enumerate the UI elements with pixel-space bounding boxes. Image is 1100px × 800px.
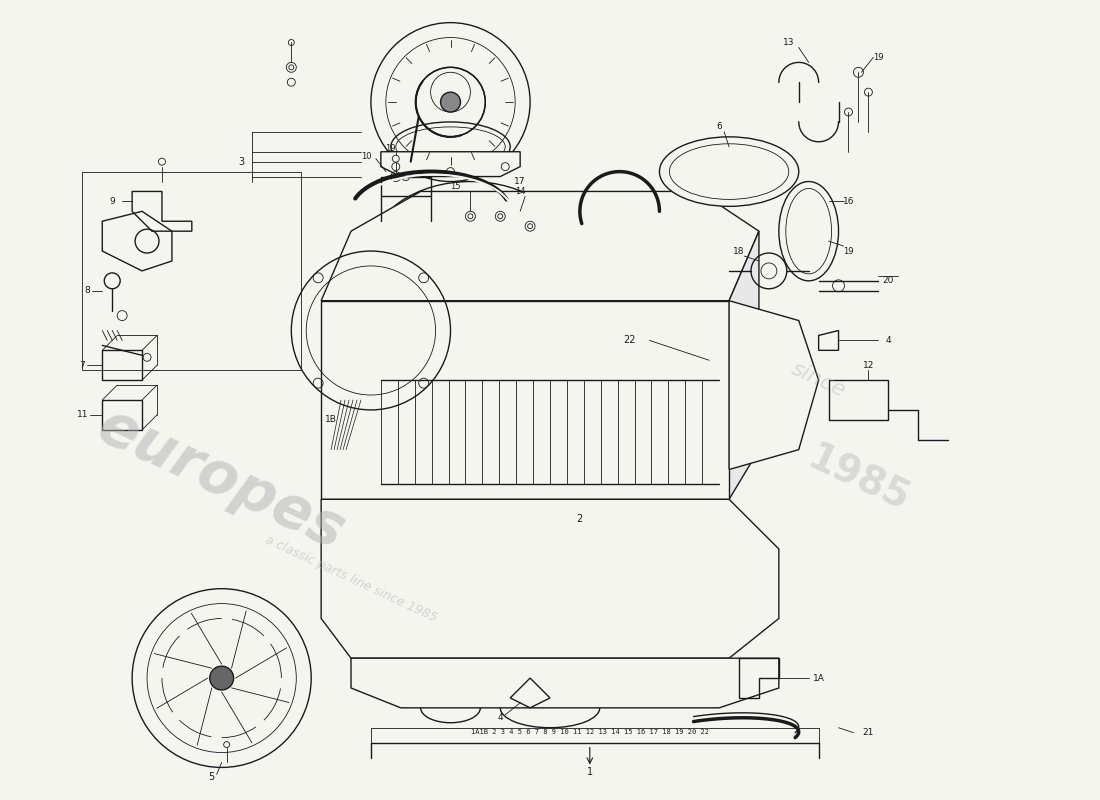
Text: 8: 8: [85, 286, 90, 295]
Polygon shape: [381, 152, 520, 177]
Text: 2: 2: [576, 514, 583, 524]
Text: 5: 5: [209, 772, 214, 782]
Polygon shape: [321, 191, 759, 301]
Text: a classic parts line since 1985: a classic parts line since 1985: [263, 533, 439, 624]
Circle shape: [441, 92, 461, 112]
Text: 15: 15: [450, 182, 461, 191]
Ellipse shape: [779, 182, 838, 281]
Text: 18: 18: [734, 246, 745, 255]
Text: 1: 1: [586, 767, 593, 778]
Circle shape: [416, 67, 485, 137]
Text: 11: 11: [77, 410, 88, 419]
Text: 1A1B 2 3 4 5 6 7 8 9 10 11 12 13 14 15 16 17 18 19 20 22: 1A1B 2 3 4 5 6 7 8 9 10 11 12 13 14 15 1…: [471, 729, 708, 734]
Text: 10: 10: [361, 152, 371, 162]
Circle shape: [223, 742, 230, 747]
Text: europes: europes: [89, 398, 354, 562]
Text: 14: 14: [515, 187, 526, 196]
Text: 4: 4: [497, 714, 503, 722]
Bar: [828, 380, 889, 420]
Polygon shape: [351, 658, 779, 708]
Text: 19: 19: [873, 53, 883, 62]
Bar: [381, 177, 430, 197]
Bar: [82, 171, 301, 370]
Circle shape: [210, 666, 233, 690]
Text: 20: 20: [882, 276, 894, 286]
Text: 1B: 1B: [326, 415, 337, 424]
Text: 13: 13: [783, 38, 794, 47]
Text: 7: 7: [79, 361, 85, 370]
Text: 12: 12: [862, 361, 874, 370]
Circle shape: [158, 158, 165, 165]
Polygon shape: [321, 499, 779, 658]
Text: 1985: 1985: [802, 439, 915, 519]
Ellipse shape: [659, 137, 799, 206]
Polygon shape: [729, 231, 759, 499]
Polygon shape: [321, 301, 729, 499]
Text: 4: 4: [886, 336, 891, 345]
Text: 17: 17: [515, 177, 526, 186]
Text: 21: 21: [862, 728, 874, 737]
Text: 3: 3: [239, 157, 244, 166]
Text: since: since: [789, 359, 849, 402]
Text: 19: 19: [386, 144, 396, 154]
Text: 9: 9: [109, 197, 116, 206]
Text: 22: 22: [624, 335, 636, 346]
Text: 19: 19: [844, 246, 854, 255]
Text: 6: 6: [716, 122, 722, 131]
Polygon shape: [729, 301, 818, 470]
Text: 16: 16: [843, 197, 855, 206]
Text: 1A: 1A: [813, 674, 825, 682]
